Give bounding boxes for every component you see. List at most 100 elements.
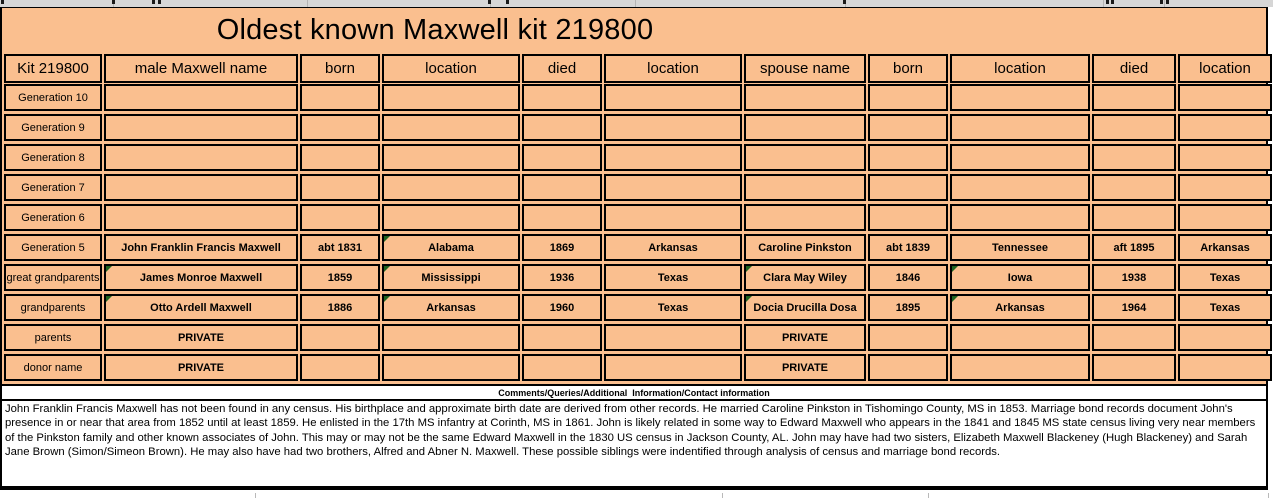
empty-cell[interactable]: [300, 114, 380, 141]
empty-cell[interactable]: [522, 114, 602, 141]
row-label[interactable]: parents: [4, 324, 102, 351]
empty-cell[interactable]: [1092, 144, 1176, 171]
row-label[interactable]: Generation 8: [4, 144, 102, 171]
empty-cell[interactable]: [868, 114, 948, 141]
empty-cell[interactable]: [868, 324, 948, 351]
empty-cell[interactable]: [1178, 144, 1272, 171]
data-cell[interactable]: Arkansas: [1178, 234, 1272, 261]
empty-cell[interactable]: [1092, 204, 1176, 231]
empty-cell[interactable]: [868, 84, 948, 111]
empty-cell[interactable]: [868, 144, 948, 171]
empty-cell[interactable]: [950, 354, 1090, 381]
data-cell[interactable]: 1859: [300, 264, 380, 291]
empty-cell[interactable]: [522, 324, 602, 351]
empty-cell[interactable]: [522, 354, 602, 381]
empty-cell[interactable]: [300, 174, 380, 201]
column-header[interactable]: location: [604, 54, 742, 83]
data-cell[interactable]: Tennessee: [950, 234, 1090, 261]
row-label[interactable]: Generation 7: [4, 174, 102, 201]
data-cell[interactable]: PRIVATE: [744, 354, 866, 381]
data-cell[interactable]: aft 1895: [1092, 234, 1176, 261]
data-cell[interactable]: Caroline Pinkston: [744, 234, 866, 261]
row-label[interactable]: donor name: [4, 354, 102, 381]
data-cell[interactable]: Iowa: [950, 264, 1090, 291]
empty-cell[interactable]: [744, 114, 866, 141]
data-cell[interactable]: 1960: [522, 294, 602, 321]
empty-cell[interactable]: [104, 114, 298, 141]
empty-cell[interactable]: [382, 144, 520, 171]
empty-cell[interactable]: [300, 354, 380, 381]
empty-cell[interactable]: [522, 204, 602, 231]
column-header[interactable]: born: [868, 54, 948, 83]
empty-cell[interactable]: [300, 84, 380, 111]
empty-cell[interactable]: [1092, 84, 1176, 111]
column-header[interactable]: location: [950, 54, 1090, 83]
empty-cell[interactable]: [950, 114, 1090, 141]
empty-cell[interactable]: [1092, 354, 1176, 381]
data-cell[interactable]: 1895: [868, 294, 948, 321]
data-cell[interactable]: PRIVATE: [744, 324, 866, 351]
data-cell[interactable]: abt 1831: [300, 234, 380, 261]
empty-cell[interactable]: [104, 174, 298, 201]
empty-cell[interactable]: [1092, 324, 1176, 351]
empty-cell[interactable]: [382, 324, 520, 351]
empty-cell[interactable]: [104, 204, 298, 231]
empty-cell[interactable]: [522, 84, 602, 111]
empty-cell[interactable]: [868, 204, 948, 231]
kit-corner-header[interactable]: Kit 219800: [4, 54, 102, 83]
column-header[interactable]: born: [300, 54, 380, 83]
empty-cell[interactable]: [522, 144, 602, 171]
data-cell[interactable]: 1936: [522, 264, 602, 291]
empty-cell[interactable]: [744, 174, 866, 201]
empty-cell[interactable]: [744, 84, 866, 111]
data-cell[interactable]: 1938: [1092, 264, 1176, 291]
empty-cell[interactable]: [604, 114, 742, 141]
empty-cell[interactable]: [868, 174, 948, 201]
data-cell[interactable]: Mississippi: [382, 264, 520, 291]
empty-cell[interactable]: [604, 174, 742, 201]
comments-text[interactable]: John Franklin Francis Maxwell has not be…: [2, 401, 1266, 490]
column-header[interactable]: location: [382, 54, 520, 83]
data-cell[interactable]: 1846: [868, 264, 948, 291]
empty-cell[interactable]: [744, 144, 866, 171]
data-cell[interactable]: John Franklin Francis Maxwell: [104, 234, 298, 261]
empty-cell[interactable]: [950, 84, 1090, 111]
data-cell[interactable]: 1964: [1092, 294, 1176, 321]
column-header[interactable]: died: [1092, 54, 1176, 83]
empty-cell[interactable]: [744, 204, 866, 231]
empty-cell[interactable]: [382, 84, 520, 111]
empty-cell[interactable]: [104, 84, 298, 111]
data-cell[interactable]: Texas: [604, 264, 742, 291]
empty-cell[interactable]: [950, 324, 1090, 351]
data-cell[interactable]: Clara May Wiley: [744, 264, 866, 291]
column-header[interactable]: spouse name: [744, 54, 866, 83]
empty-cell[interactable]: [1178, 114, 1272, 141]
row-label[interactable]: great grandparents: [4, 264, 102, 291]
empty-cell[interactable]: [382, 204, 520, 231]
data-cell[interactable]: James Monroe Maxwell: [104, 264, 298, 291]
column-header[interactable]: male Maxwell name: [104, 54, 298, 83]
row-label[interactable]: Generation 9: [4, 114, 102, 141]
empty-cell[interactable]: [604, 144, 742, 171]
data-cell[interactable]: Arkansas: [604, 234, 742, 261]
data-cell[interactable]: PRIVATE: [104, 354, 298, 381]
empty-cell[interactable]: [300, 204, 380, 231]
column-header[interactable]: died: [522, 54, 602, 83]
empty-cell[interactable]: [1178, 324, 1272, 351]
empty-cell[interactable]: [604, 324, 742, 351]
data-cell[interactable]: 1869: [522, 234, 602, 261]
data-cell[interactable]: Otto Ardell Maxwell: [104, 294, 298, 321]
row-label[interactable]: grandparents: [4, 294, 102, 321]
row-label[interactable]: Generation 10: [4, 84, 102, 111]
data-cell[interactable]: Arkansas: [382, 294, 520, 321]
row-label[interactable]: Generation 5: [4, 234, 102, 261]
empty-cell[interactable]: [522, 174, 602, 201]
empty-cell[interactable]: [382, 114, 520, 141]
data-cell[interactable]: Texas: [604, 294, 742, 321]
column-header[interactable]: location: [1178, 54, 1272, 83]
data-cell[interactable]: PRIVATE: [104, 324, 298, 351]
empty-cell[interactable]: [604, 84, 742, 111]
empty-cell[interactable]: [1178, 354, 1272, 381]
data-cell[interactable]: Texas: [1178, 294, 1272, 321]
empty-cell[interactable]: [950, 144, 1090, 171]
